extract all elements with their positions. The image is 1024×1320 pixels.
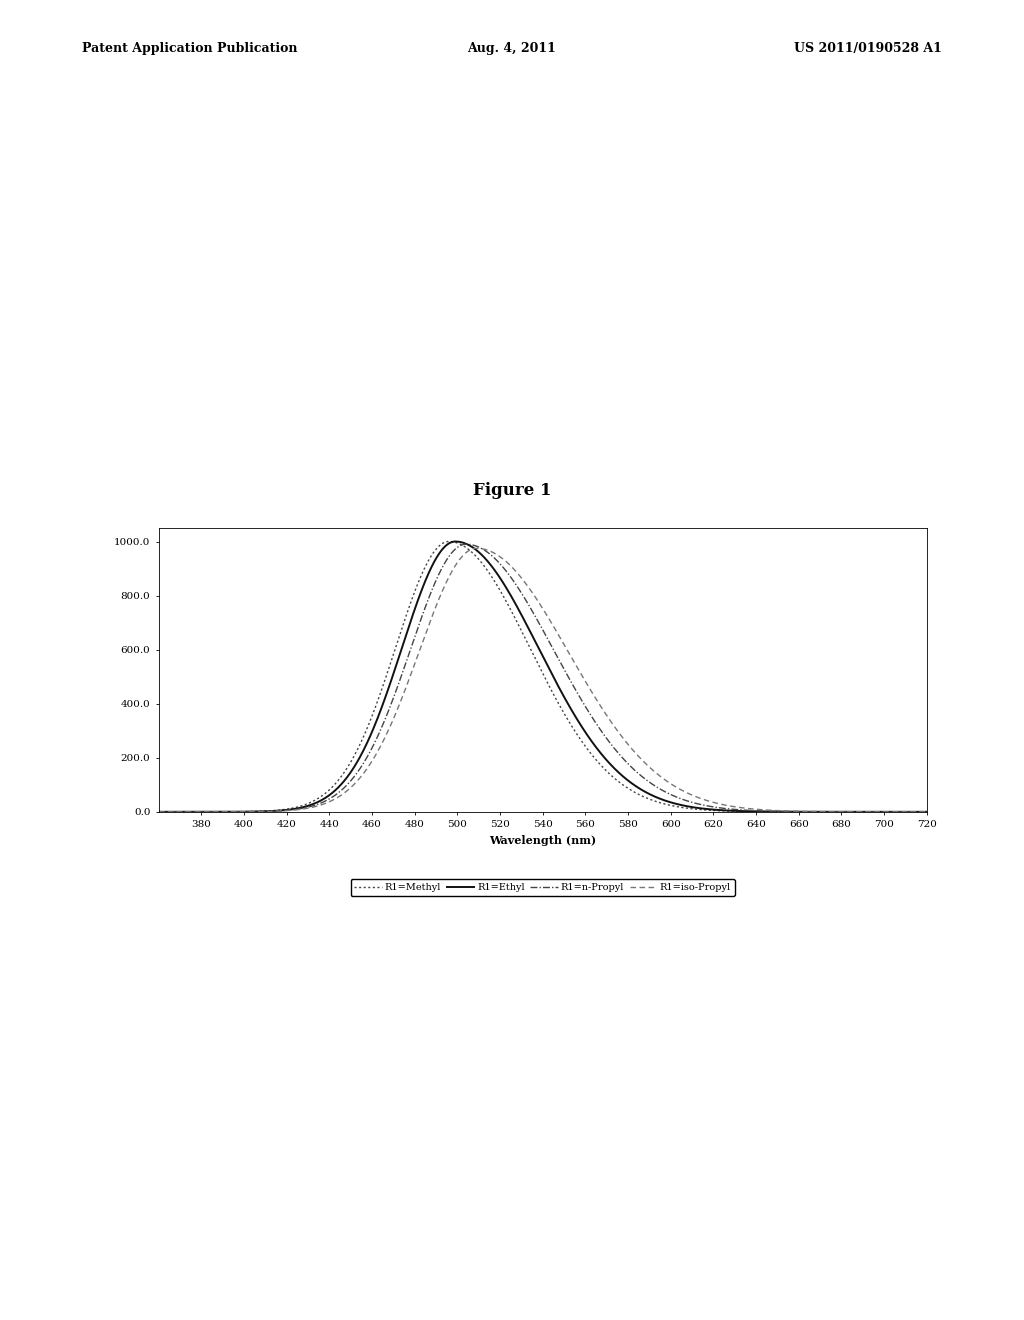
R1=iso-Propyl: [617, 730, 630, 746]
R1=Ethyl: [450, 533, 462, 549]
R1=Methyl: [367, 705, 379, 721]
R1=n-Propyl: [617, 751, 630, 767]
R1=Methyl: [921, 804, 933, 820]
R1=iso-Propyl: [631, 746, 643, 762]
R1=Methyl: [317, 787, 330, 803]
Legend: R1=Methyl, R1=Ethyl, R1=n-Propyl, R1=iso-Propyl: R1=Methyl, R1=Ethyl, R1=n-Propyl, R1=iso…: [350, 879, 735, 896]
Line: R1=Methyl: R1=Methyl: [159, 541, 927, 812]
Text: Figure 1: Figure 1: [473, 482, 551, 499]
R1=Ethyl: [921, 804, 933, 820]
R1=Methyl: [921, 804, 933, 820]
R1=Methyl: [848, 804, 860, 820]
R1=Methyl: [631, 785, 643, 801]
R1=Ethyl: [921, 804, 933, 820]
Text: US 2011/0190528 A1: US 2011/0190528 A1: [795, 42, 942, 55]
R1=iso-Propyl: [153, 804, 165, 820]
R1=n-Propyl: [317, 795, 330, 810]
R1=iso-Propyl: [848, 804, 860, 820]
R1=Methyl: [442, 533, 455, 549]
X-axis label: Wavelength (nm): Wavelength (nm): [489, 834, 596, 846]
R1=iso-Propyl: [471, 540, 483, 556]
R1=Methyl: [617, 777, 630, 793]
R1=iso-Propyl: [921, 804, 933, 820]
R1=Ethyl: [617, 768, 630, 784]
R1=n-Propyl: [367, 738, 379, 754]
R1=Ethyl: [317, 791, 330, 807]
Text: Aug. 4, 2011: Aug. 4, 2011: [468, 42, 556, 55]
Line: R1=Ethyl: R1=Ethyl: [159, 541, 927, 812]
R1=n-Propyl: [921, 804, 933, 820]
Text: Patent Application Publication: Patent Application Publication: [82, 42, 297, 55]
R1=Ethyl: [848, 804, 860, 820]
R1=iso-Propyl: [921, 804, 933, 820]
R1=n-Propyl: [848, 804, 860, 820]
R1=n-Propyl: [631, 764, 643, 780]
R1=n-Propyl: [153, 804, 165, 820]
R1=Ethyl: [367, 721, 379, 737]
R1=Ethyl: [631, 779, 643, 795]
R1=n-Propyl: [460, 536, 472, 552]
R1=iso-Propyl: [367, 751, 379, 767]
Line: R1=n-Propyl: R1=n-Propyl: [159, 544, 927, 812]
R1=iso-Propyl: [317, 796, 330, 812]
Line: R1=iso-Propyl: R1=iso-Propyl: [159, 548, 927, 812]
R1=n-Propyl: [921, 804, 933, 820]
R1=Ethyl: [153, 804, 165, 820]
R1=Methyl: [153, 804, 165, 820]
